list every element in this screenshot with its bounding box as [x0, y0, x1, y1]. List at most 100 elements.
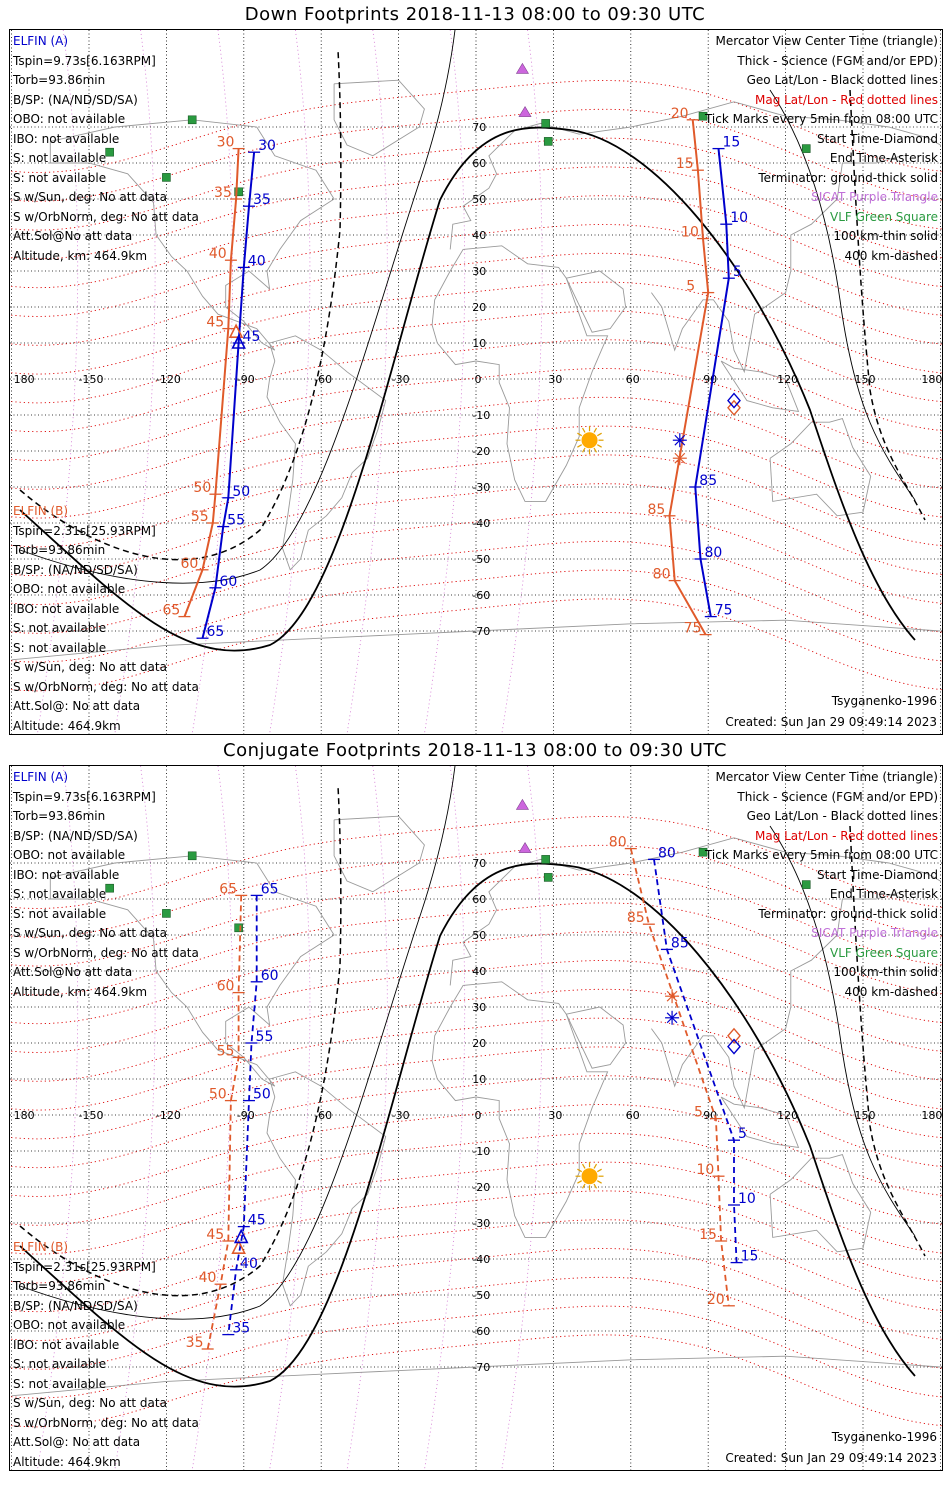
- tick-label: 65: [162, 603, 180, 619]
- tick-label: 5: [686, 279, 695, 295]
- lon-label: -30: [392, 1109, 410, 1122]
- center-time-triangle: [231, 1239, 246, 1255]
- tick-label: 35: [214, 185, 232, 201]
- terminator-ground: [19, 126, 916, 652]
- down-footprints-map: 180 -150 -120 -90 -60 -30 0 30 60 90 120 150 180 70 60…: [10, 30, 942, 734]
- sicat-triangle: [518, 842, 532, 853]
- lon-label: 180: [921, 1109, 942, 1122]
- terminator-100km: [19, 30, 456, 584]
- tick-label: 40: [248, 253, 266, 269]
- info-line: B/SP: (NA/ND/SD/SA): [13, 1298, 138, 1313]
- info-line: Altitude, km: 464.9km: [13, 984, 148, 999]
- info-line: Torb=93.86min: [13, 73, 106, 87]
- tick-label: 50: [209, 1087, 227, 1103]
- sun-ray: [593, 427, 598, 433]
- info-line: Torb=93.86min: [13, 543, 106, 557]
- coastline: [651, 891, 902, 1110]
- lon-label: 180: [14, 1109, 35, 1122]
- tick-label: 80: [609, 835, 627, 851]
- terminator-400km: [849, 89, 926, 521]
- tick-label: 15: [723, 135, 741, 151]
- sun-ray: [597, 432, 602, 437]
- vlf-square: [234, 187, 243, 197]
- info-line: Att.Sol@: No att data: [13, 1435, 141, 1449]
- coastline: [431, 245, 609, 502]
- sun-icon: [581, 1168, 598, 1185]
- tick-label: 5: [694, 1105, 703, 1121]
- info-line: S w/Sun, deg: No att data: [13, 660, 167, 674]
- sun-ray: [582, 447, 586, 453]
- tick-label: 15: [676, 156, 694, 172]
- info-line: Torb=93.86min: [13, 1279, 106, 1293]
- footprint-track: [694, 148, 730, 617]
- tick-label: 60: [219, 574, 237, 590]
- vlf-square: [541, 119, 550, 128]
- lon-label: 180: [921, 373, 942, 386]
- info-line: B/SP: (NA/ND/SD/SA): [13, 562, 138, 577]
- coastline: [565, 1006, 627, 1069]
- vlf-square: [543, 873, 553, 882]
- tick-label: 40: [209, 246, 227, 262]
- lat-label: 20: [472, 301, 486, 314]
- tick-label: 10: [681, 225, 699, 241]
- lat-label: -10: [472, 409, 490, 422]
- lat-label: -40: [472, 1253, 490, 1266]
- info-line: S: not available: [13, 151, 107, 165]
- legend-item: SICAT Purple Triangle: [811, 190, 938, 204]
- legend-item: Geo Lat/Lon - Black dotted lines: [746, 73, 938, 87]
- terminator-400km: [19, 49, 342, 561]
- vlf-square: [541, 855, 550, 864]
- tick-label: 80: [658, 845, 676, 861]
- lon-label: 90: [703, 373, 717, 386]
- start-diamond: [727, 399, 741, 416]
- sun-ray: [597, 1168, 602, 1173]
- tick-label: 45: [248, 1213, 266, 1229]
- info-line: S: not available: [13, 640, 107, 655]
- lat-label: -40: [472, 517, 490, 530]
- tick-label: 5: [733, 264, 742, 280]
- lat-label: 40: [472, 965, 486, 978]
- lon-label: -90: [237, 1109, 255, 1122]
- coastline: [651, 155, 902, 374]
- tick-label: 20: [707, 1292, 725, 1308]
- legend-item: Geo Lat/Lon - Black dotted lines: [746, 809, 938, 823]
- legend-item: 400 km-dashed: [844, 248, 938, 263]
- elfin-a-lines: Tspin=9.73s[6.163RPM] Torb=93.86min B/SP: …: [13, 52, 199, 267]
- coastline: [769, 418, 872, 517]
- info-line: OBO: not available: [13, 848, 126, 862]
- info-line: Tspin=2.31s[25.93RPM]: [13, 1259, 156, 1274]
- coastline: [333, 79, 425, 157]
- tick-label: 40: [199, 1270, 217, 1286]
- lat-label: -70: [472, 1361, 490, 1374]
- info-line: OBO: not available: [13, 582, 126, 596]
- elfin-b-lines: Tspin=2.31s[25.93RPM] Torb=93.86min B/SP: …: [13, 522, 199, 737]
- lon-label: -60: [314, 1109, 332, 1122]
- coastline: [266, 335, 387, 571]
- footprint-track: [629, 848, 730, 1306]
- tick-label: 5: [738, 1126, 747, 1142]
- elfin-a-name: ELFIN (A): [13, 770, 69, 784]
- info-line: S w/OrbNorm, deg: No att data: [13, 1415, 199, 1430]
- elfin-b-name: ELFIN (B): [13, 1240, 69, 1254]
- terminator-100km: [769, 825, 916, 1237]
- lat-label: 70: [472, 857, 486, 870]
- tick-label: 55: [256, 1029, 274, 1045]
- elfin-a-info: ELFIN (A) Tspin=9.73s[6.163RPM] Torb=93.8…: [13, 768, 199, 1002]
- center-time-triangle: [231, 334, 246, 349]
- info-line: Altitude: 464.9km: [13, 718, 121, 733]
- tick-label: 80: [653, 567, 671, 583]
- lat-label: -30: [472, 1217, 490, 1230]
- lat-label: 30: [472, 265, 486, 278]
- terminator-100km: [769, 89, 916, 501]
- sun-ray: [593, 1163, 598, 1169]
- lon-label: -120: [156, 1109, 181, 1122]
- coastline: [11, 619, 941, 661]
- sun-ray: [582, 1183, 586, 1189]
- tick-label: 15: [699, 1227, 717, 1243]
- vlf-square: [187, 851, 197, 861]
- legend-item: Terminator: ground-thick solid: [758, 906, 938, 921]
- legend-item: Mag Lat/Lon - Red dotted lines: [754, 828, 938, 843]
- info-line: IBO: not available: [13, 1337, 120, 1352]
- down-footprints-panel: 180 -150 -120 -90 -60 -30 0 30 60 90 120 150 180 70 60…: [9, 29, 943, 735]
- info-line: B/SP: (NA/ND/SD/SA): [13, 92, 138, 107]
